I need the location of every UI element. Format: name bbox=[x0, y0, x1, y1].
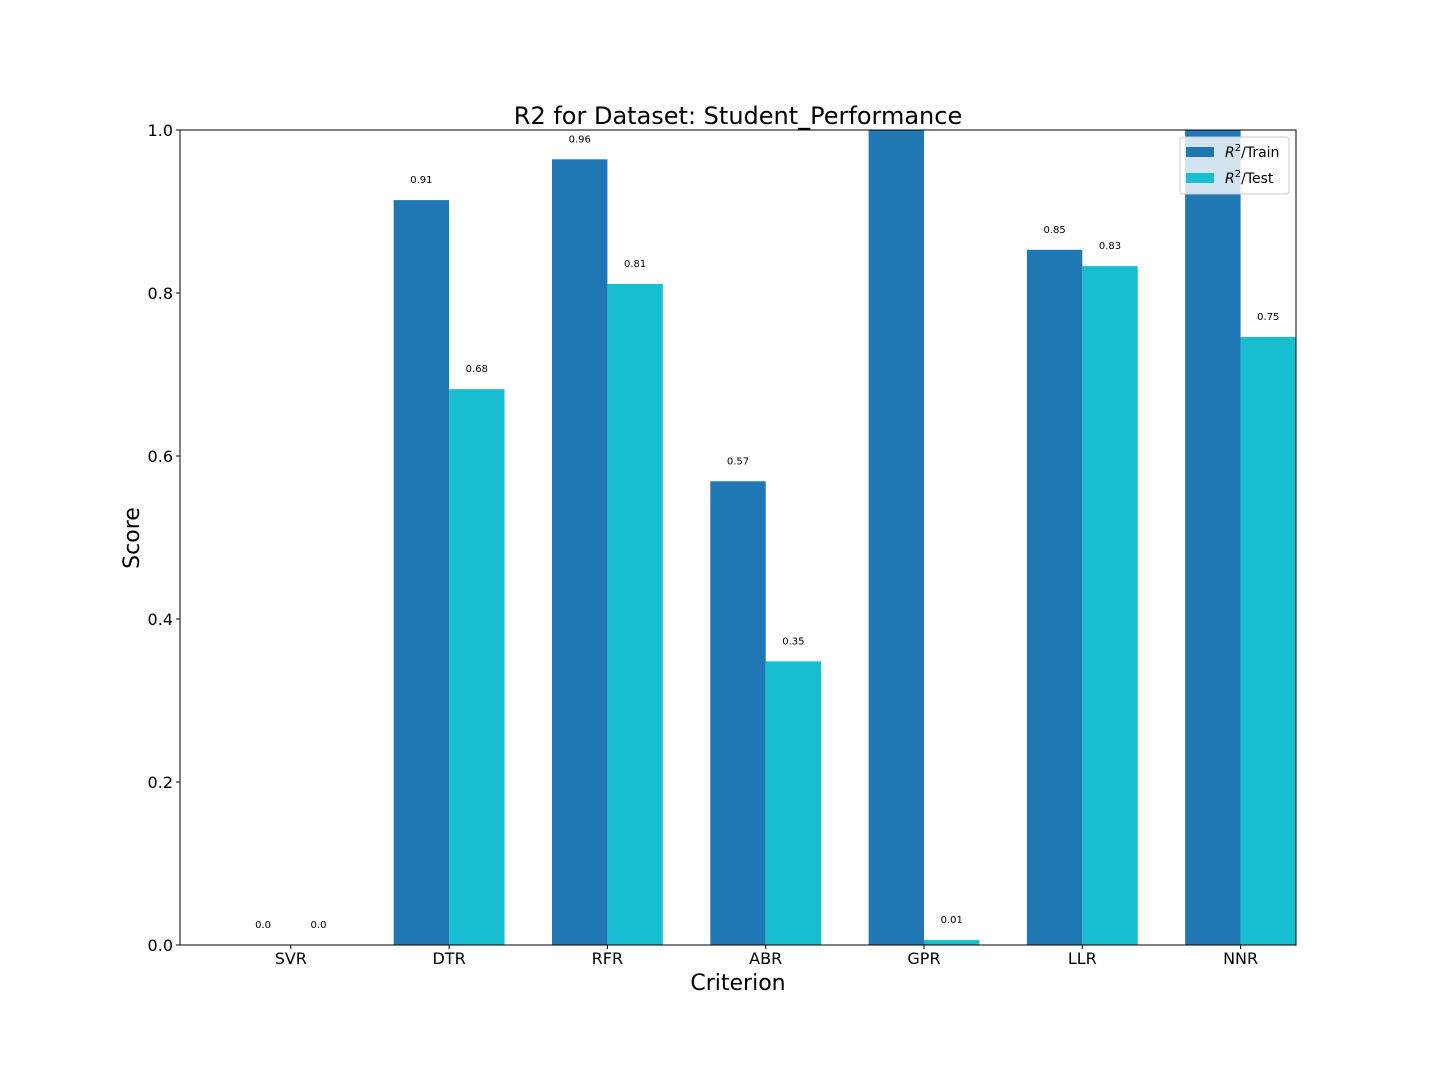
data-label: 0.91 bbox=[410, 175, 432, 186]
y-axis: 0.0 0.2 0.4 0.6 0.8 1.0 bbox=[148, 121, 180, 955]
data-label: 0.35 bbox=[782, 636, 804, 647]
data-label: 0.85 bbox=[1043, 225, 1065, 236]
y-tick-label: 0.4 bbox=[148, 610, 173, 629]
data-labels-layer: 0.0 0.91 0.96 0.57 0.85 0.0 0.68 0.81 0.35 0.01 0.… bbox=[255, 134, 1279, 931]
data-label: 0.0 bbox=[255, 920, 271, 931]
chart-title: R2 for Dataset: Student_Performance bbox=[514, 102, 962, 130]
legend: R2/Train R2/Test bbox=[1179, 136, 1290, 195]
data-label: 0.81 bbox=[624, 259, 646, 270]
data-label: 0.0 bbox=[311, 920, 327, 931]
bar-rfr-test bbox=[607, 284, 663, 945]
y-tick-label: 1.0 bbox=[148, 121, 173, 140]
bar-dtr-test bbox=[449, 389, 505, 945]
y-tick-label: 0.2 bbox=[148, 773, 173, 792]
y-tick-label: 0.6 bbox=[148, 447, 173, 466]
bar-dtr-train bbox=[393, 200, 450, 946]
y-tick-label: 0.8 bbox=[148, 284, 173, 303]
bar-nnr-train bbox=[1185, 130, 1241, 945]
bar-llr-train bbox=[1026, 249, 1083, 945]
bar-llr-test bbox=[1082, 266, 1138, 946]
data-label: 0.57 bbox=[727, 456, 749, 467]
x-axis-label: Criterion bbox=[690, 971, 785, 996]
x-tick-label: NNR bbox=[1223, 949, 1258, 968]
x-axis: SVR DTR RFR ABR GPR LLR NNR bbox=[275, 945, 1258, 968]
bar-gpr-test bbox=[924, 940, 980, 945]
legend-swatch bbox=[1186, 173, 1214, 183]
bar-nnr-test bbox=[1240, 337, 1296, 945]
bar-rfr-train bbox=[552, 159, 608, 946]
legend-label: R2/Test bbox=[1225, 169, 1274, 187]
x-tick-label: DTR bbox=[432, 949, 465, 968]
y-tick-label: 0.0 bbox=[148, 936, 173, 955]
x-tick-label: RFR bbox=[592, 949, 623, 968]
x-tick-label: SVR bbox=[275, 949, 307, 968]
bar-abr-test bbox=[765, 661, 822, 945]
bar-abr-train bbox=[710, 481, 766, 945]
y-axis-label: Score bbox=[120, 507, 145, 569]
x-tick-label: GPR bbox=[907, 949, 940, 968]
x-tick-label: ABR bbox=[749, 949, 782, 968]
legend-swatch bbox=[1186, 147, 1214, 157]
data-label: 0.01 bbox=[941, 915, 963, 926]
x-tick-label: LLR bbox=[1068, 949, 1097, 968]
plot-area-frame bbox=[179, 129, 1297, 946]
legend-label: R2/Train bbox=[1225, 143, 1279, 161]
bars-layer bbox=[393, 130, 1296, 946]
bar-gpr-train bbox=[868, 130, 924, 945]
data-label: 0.75 bbox=[1257, 312, 1279, 323]
data-label: 0.96 bbox=[569, 134, 591, 145]
data-label: 0.68 bbox=[466, 364, 488, 375]
data-label: 0.83 bbox=[1099, 241, 1121, 252]
